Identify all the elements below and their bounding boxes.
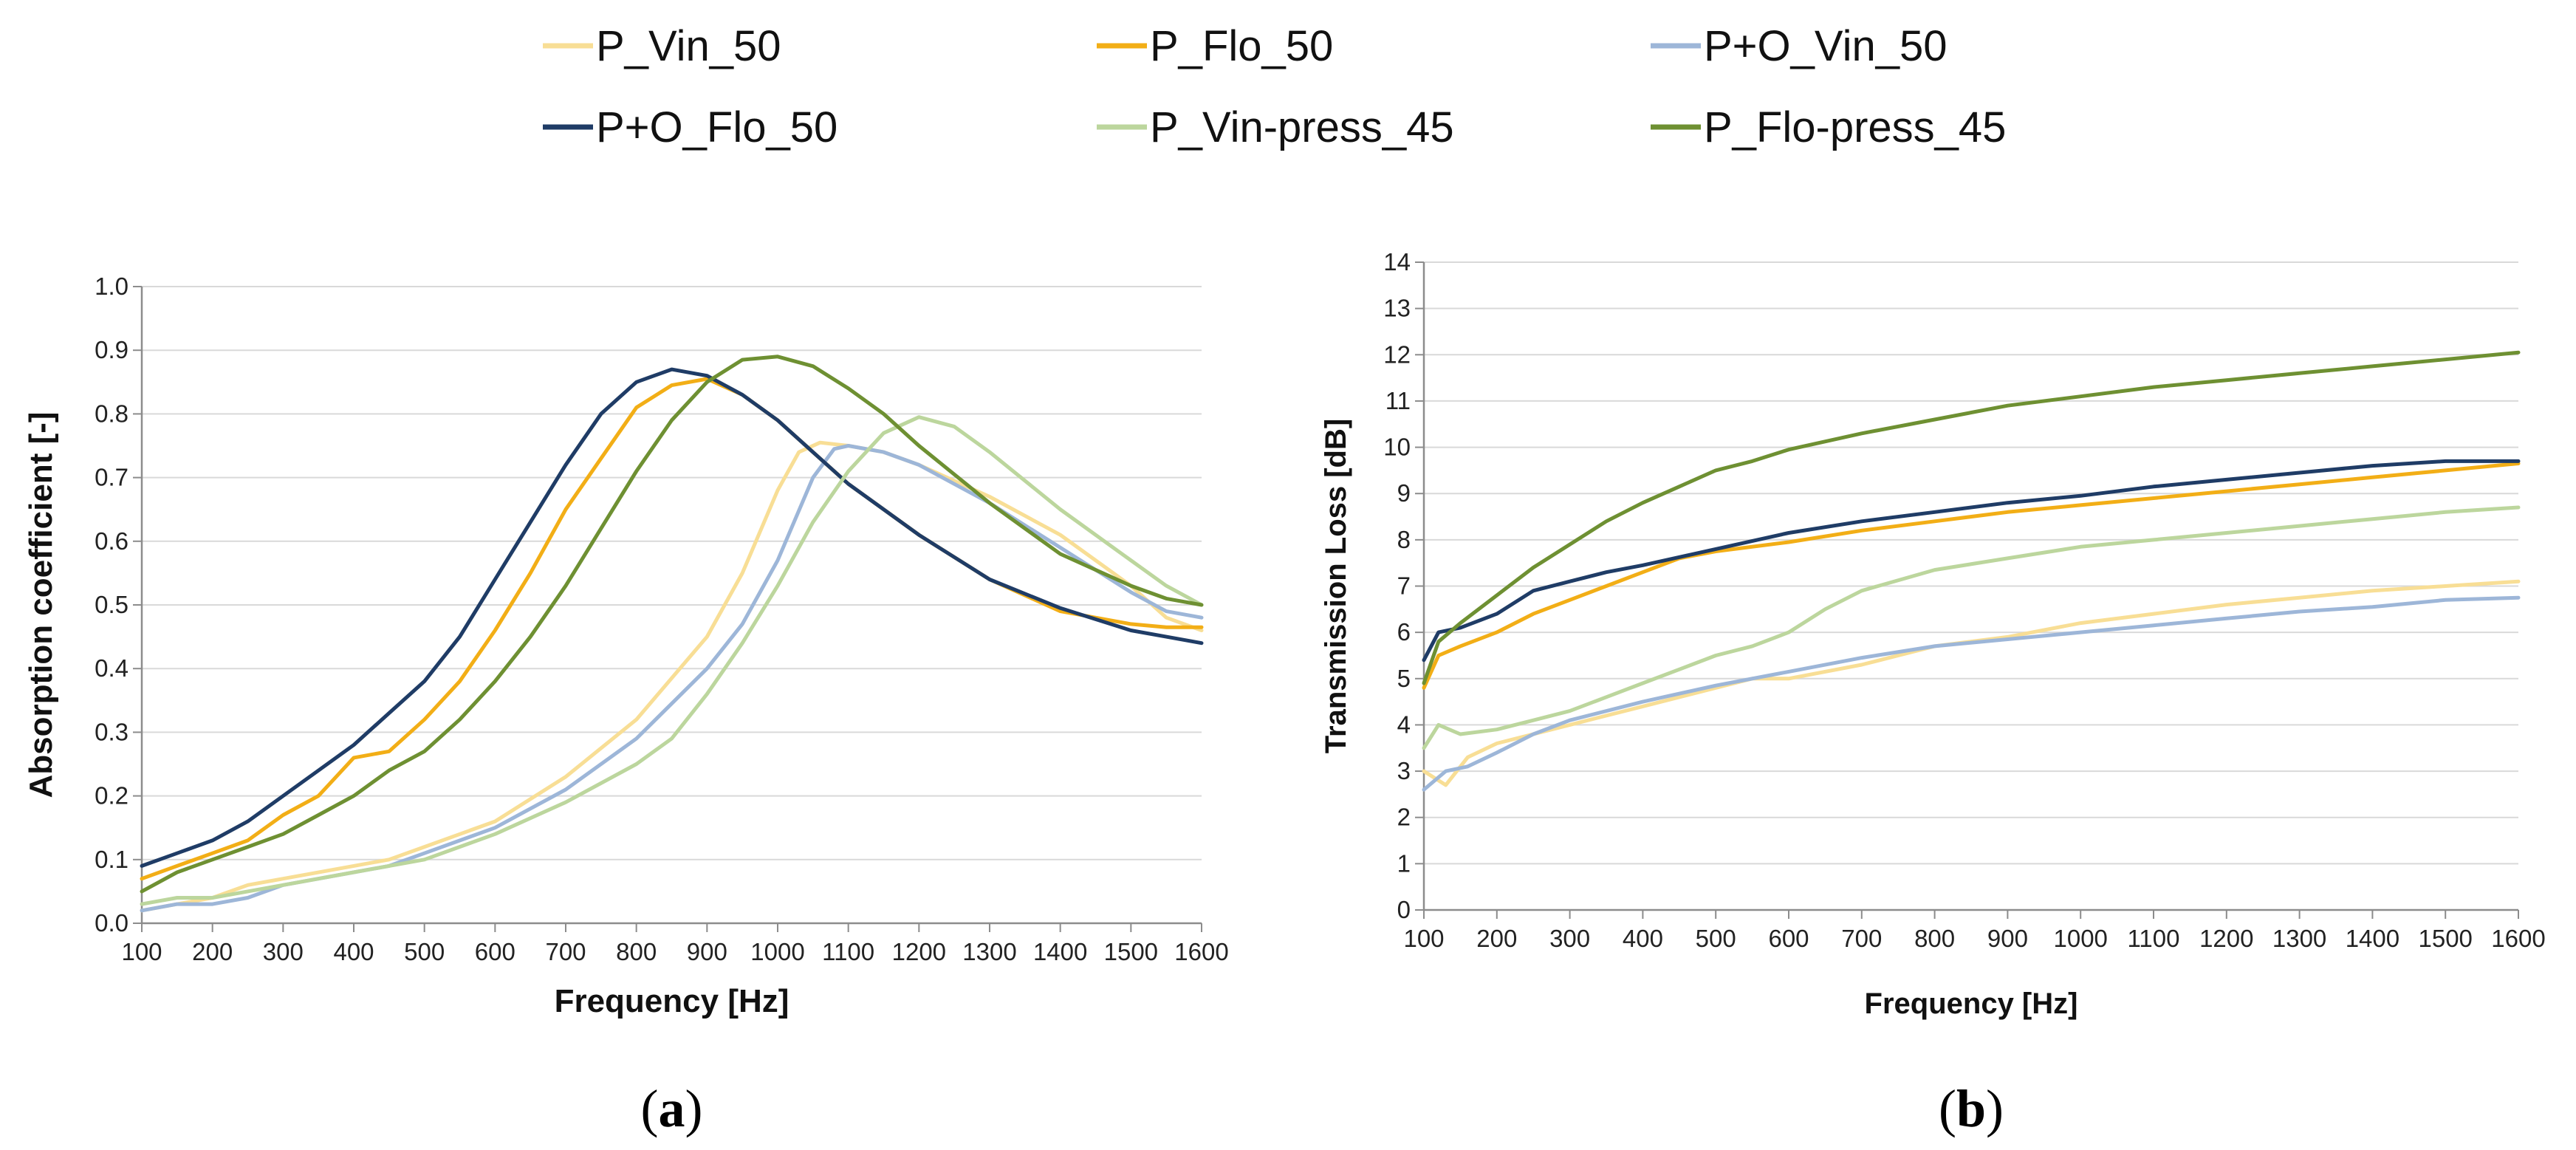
series-line — [1422, 579, 2521, 787]
series-line — [1422, 459, 2521, 663]
x-tick-label: 1500 — [1104, 938, 1158, 965]
legend-entry: P_Flo-press_45 — [1651, 103, 2006, 151]
series-line — [1422, 595, 2521, 792]
y-tick-label: 0.6 — [95, 527, 129, 555]
y-tick-label: 0.5 — [95, 591, 129, 618]
legend-label: P_Vin-press_45 — [1150, 103, 1454, 151]
y-tick-label: 3 — [1397, 757, 1411, 784]
legend-entry: P_Flo_50 — [1097, 22, 1333, 70]
x-tick-label: 500 — [404, 938, 445, 965]
y-tick-label: 13 — [1383, 295, 1411, 322]
x-tick-label: 1300 — [2272, 925, 2326, 952]
x-tick-label: 900 — [687, 938, 727, 965]
y-tick-label: 6 — [1397, 618, 1411, 646]
series-line — [1422, 462, 2521, 690]
y-tick-label: 0.8 — [95, 400, 129, 427]
x-tick-label: 1400 — [1033, 938, 1087, 965]
panel-label: (b) — [1939, 1079, 2004, 1138]
series-line — [1422, 350, 2521, 685]
y-tick-label: 9 — [1397, 479, 1411, 507]
y-tick-label: 0 — [1397, 896, 1411, 923]
legend-entry: P_Vin-press_45 — [1097, 103, 1454, 151]
x-tick-label: 500 — [1696, 925, 1736, 952]
y-tick-label: 0.2 — [95, 782, 129, 810]
legend-entry: P+O_Flo_50 — [543, 103, 837, 151]
legend-label: P+O_Flo_50 — [596, 103, 837, 151]
x-tick-label: 1200 — [2199, 925, 2253, 952]
legend-label: P_Vin_50 — [596, 22, 781, 70]
y-axis-title: Transmission Loss [dB] — [1320, 419, 1352, 753]
y-tick-label: 0.3 — [95, 718, 129, 745]
x-tick-label: 800 — [616, 938, 657, 965]
y-tick-label: 12 — [1383, 340, 1411, 368]
x-tick-label: 200 — [1476, 925, 1517, 952]
x-tick-label: 300 — [1549, 925, 1590, 952]
x-tick-label: 1300 — [962, 938, 1016, 965]
y-tick-label: 14 — [1383, 248, 1411, 275]
x-axis-title: Frequency [Hz] — [1865, 988, 2078, 1020]
legend-label: P+O_Vin_50 — [1704, 22, 1947, 70]
x-tick-label: 200 — [192, 938, 233, 965]
series-line — [140, 367, 1204, 868]
y-tick-label: 10 — [1383, 434, 1411, 461]
x-tick-label: 600 — [475, 938, 515, 965]
x-tick-label: 1100 — [822, 938, 874, 965]
legend-entry: P+O_Vin_50 — [1651, 22, 1947, 70]
x-tick-label: 400 — [333, 938, 374, 965]
x-tick-label: 1100 — [2128, 925, 2180, 952]
legend-label: P_Flo-press_45 — [1704, 103, 2006, 151]
series-line — [140, 355, 1204, 894]
y-tick-label: 1.0 — [95, 273, 129, 300]
y-tick-label: 0.1 — [95, 846, 129, 873]
y-tick-label: 8 — [1397, 526, 1411, 553]
chart-a: 0.0 0.1 0.2 0.3 0.4 0.5 0.6 0.7 0.8 0.9 1.0 100 200 3… — [23, 273, 1229, 1138]
x-tick-label: 300 — [263, 938, 304, 965]
panel-label: (a) — [641, 1079, 703, 1138]
x-tick-label: 1000 — [750, 938, 804, 965]
y-tick-label: 4 — [1397, 711, 1411, 738]
y-tick-label: 5 — [1397, 665, 1411, 692]
x-tick-label: 1500 — [2418, 925, 2472, 952]
legend: P_Vin_50 P_Flo_50 P+O_Vin_50 P+O_Flo_50 P_Vi… — [543, 22, 2006, 151]
x-tick-label: 1400 — [2346, 925, 2399, 952]
y-tick-label: 1 — [1397, 849, 1411, 877]
x-tick-label: 900 — [1987, 925, 2028, 952]
x-tick-label: 400 — [1623, 925, 1663, 952]
x-axis-title: Frequency [Hz] — [555, 983, 789, 1019]
x-tick-label: 100 — [121, 938, 162, 965]
y-axis-title: Absorption coefficient [-] — [23, 411, 59, 798]
legend-label: P_Flo_50 — [1150, 22, 1333, 70]
x-tick-label: 700 — [545, 938, 586, 965]
y-tick-label: 0.9 — [95, 336, 129, 363]
y-tick-label: 2 — [1397, 804, 1411, 831]
x-tick-label: 1600 — [1174, 938, 1228, 965]
x-tick-label: 700 — [1841, 925, 1882, 952]
x-tick-label: 800 — [1914, 925, 1955, 952]
x-tick-label: 100 — [1403, 925, 1444, 952]
y-tick-label: 0.4 — [95, 654, 129, 682]
y-tick-label: 0.7 — [95, 464, 129, 491]
series-line — [140, 415, 1204, 906]
x-tick-label: 600 — [1768, 925, 1809, 952]
x-tick-label: 1000 — [2053, 925, 2107, 952]
series-line — [140, 440, 1204, 913]
y-tick-label: 0.0 — [95, 909, 129, 937]
legend-entry: P_Vin_50 — [543, 22, 781, 70]
x-tick-label: 1600 — [2491, 925, 2545, 952]
y-tick-label: 11 — [1385, 387, 1411, 414]
y-tick-label: 7 — [1397, 572, 1411, 600]
x-tick-label: 1200 — [892, 938, 946, 965]
series-line — [1422, 505, 2521, 750]
